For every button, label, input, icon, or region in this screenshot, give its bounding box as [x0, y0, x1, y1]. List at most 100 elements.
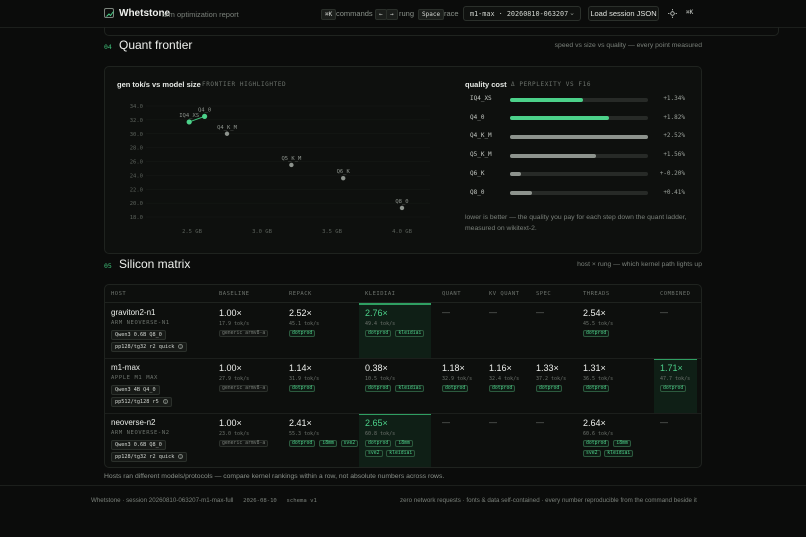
info-icon[interactable]: i	[162, 399, 168, 404]
kernel-tag: kleidiai	[395, 385, 425, 392]
quality-bar-row: Q4_K_M +2.52%	[470, 132, 690, 142]
column-header: KV QUANT	[489, 291, 520, 297]
kernel-tag: i8mm	[395, 440, 413, 447]
quality-bar-row: Q4_0 +1.82%	[470, 114, 690, 124]
x-tick-label: 2.5 GB	[182, 229, 203, 235]
sun-icon[interactable]	[668, 9, 677, 18]
bar-label: Q5_K_M	[470, 151, 492, 159]
bar-value-label: +2.52%	[663, 132, 685, 140]
bar-track	[510, 172, 648, 177]
empty-cell: —	[489, 418, 497, 427]
session-select-value: m1-max · 20260810-063207	[470, 10, 569, 18]
throughput-value: 23.0 tok/s	[219, 431, 250, 437]
footer-left: Whetstone · session 20260810-063207-m1-m…	[91, 497, 317, 504]
column-header: QUANT	[442, 291, 462, 297]
throughput-value: 49.4 tok/s	[365, 321, 396, 327]
silicon-matrix-table: HOST BASELINE REPACK KLEIDIAI QUANT KV QUANT S…	[104, 284, 702, 468]
point-label: Q5_K_M	[281, 156, 302, 162]
bar-track	[510, 134, 648, 139]
chevron-down-icon: ⌄	[569, 10, 575, 17]
rung-shortcut-label: rung	[399, 9, 415, 18]
speedup-value: 2.64×	[583, 418, 606, 428]
section-title: Silicon matrix	[119, 257, 191, 271]
commands-shortcut-label: commands	[336, 9, 373, 18]
column-header: THREADS	[583, 291, 610, 297]
y-tick-label: 32.0	[130, 118, 143, 124]
rung-next-key[interactable]: →	[386, 9, 398, 20]
section-title: Quant frontier	[119, 38, 193, 52]
brand-name: Whetstone	[119, 8, 171, 19]
row-divider	[105, 413, 701, 414]
info-icon[interactable]: i	[178, 454, 184, 459]
kernel-tag: sve2	[583, 450, 601, 457]
bench-chip: pp128/tg32 r2 quick i	[111, 452, 188, 462]
frontier-line	[189, 115, 205, 123]
kernel-tag: dotprod	[489, 385, 516, 392]
bar-track	[510, 191, 648, 195]
speedup-value: 2.54×	[583, 308, 606, 318]
header-divider	[105, 302, 701, 303]
data-point	[399, 205, 405, 211]
speedup-value: 2.41×	[289, 418, 312, 428]
frontier-card	[104, 66, 702, 254]
throughput-value: 17.9 tok/s	[219, 321, 250, 327]
bar-track	[510, 116, 648, 121]
logo-icon	[104, 8, 114, 18]
kernel-tag: generic armv8-a	[219, 385, 269, 392]
kernel-tag: dotprod	[365, 440, 392, 447]
host-name: graviton2-n1	[111, 308, 156, 317]
y-tick-label: 30.0	[130, 132, 143, 138]
model-chip: Qwen3 4B Q4_0	[111, 385, 160, 395]
matrix-footnote: Hosts ran different models/protocols — c…	[104, 473, 445, 480]
bar-value-label: +1.56%	[663, 151, 685, 159]
footer-schema: schema v1	[286, 498, 317, 504]
speedup-value: 2.76×	[365, 308, 388, 318]
bar-label: IQ4_XS	[470, 95, 492, 102]
kernel-tag: sve2	[340, 440, 359, 447]
bar-label: Q6_K	[470, 169, 485, 177]
data-point	[341, 175, 346, 181]
kernel-tag: dotprod	[660, 385, 687, 392]
point-label: Q8_0	[395, 199, 408, 205]
kernel-tag: dotprod	[289, 385, 316, 392]
host-name: neoverse-n2	[111, 418, 156, 427]
bar-fill	[510, 97, 584, 102]
rung-prev-key[interactable]: ←	[375, 9, 387, 20]
race-shortcut-key[interactable]: Space	[418, 9, 445, 20]
host-arch: APPLE M1 MAX	[111, 375, 158, 381]
bar-fill	[510, 153, 596, 158]
kernel-tag: generic armv8-a	[219, 440, 269, 447]
empty-cell: —	[442, 418, 450, 427]
y-tick-label: 22.0	[130, 187, 143, 193]
commands-shortcut-key[interactable]: ⌘K	[321, 9, 337, 20]
command-menu-button[interactable]: ⌘K	[686, 9, 694, 16]
bar-fill	[510, 172, 522, 177]
bar-fill	[510, 116, 610, 121]
section-number: 05	[104, 262, 112, 270]
speedup-value: 1.18×	[442, 363, 465, 373]
info-icon[interactable]: i	[178, 344, 184, 349]
bar-track	[510, 153, 648, 158]
speedup-value: 1.31×	[583, 363, 606, 373]
footer-divider	[0, 485, 806, 486]
kernel-tag: kleidiai	[604, 450, 634, 457]
bar-fill	[510, 191, 533, 195]
footer-date: 2026-08-10	[243, 498, 277, 504]
speedup-value: 1.33×	[536, 363, 559, 373]
data-point	[202, 113, 208, 120]
empty-cell: —	[660, 308, 668, 317]
y-tick-label: 34.0	[130, 104, 143, 110]
bench-chip: pp512/tg128 r5 i	[111, 397, 172, 407]
empty-cell: —	[489, 308, 497, 317]
bench-chip: pp128/tg32 r2 quick i	[111, 342, 188, 352]
session-select[interactable]: m1-max · 20260810-063207 ⌄	[463, 6, 581, 21]
load-session-button[interactable]: Load session JSON	[588, 6, 659, 21]
row-divider	[105, 358, 701, 359]
throughput-value: 32.4 tok/s	[489, 376, 520, 382]
frontier-scatter-chart: 34.0 32.0 30.0 28.0 26.0 24.0 22.0 20.0 18.0 2.5 …	[130, 104, 430, 235]
model-chip: Qwen3 0.6B Q8_0	[111, 440, 166, 450]
speedup-value: 1.00×	[219, 418, 242, 428]
empty-cell: —	[536, 418, 544, 427]
scatter-chart-title: gen tok/s vs model size	[117, 80, 201, 89]
point-label: Q4_K_M	[217, 125, 238, 131]
